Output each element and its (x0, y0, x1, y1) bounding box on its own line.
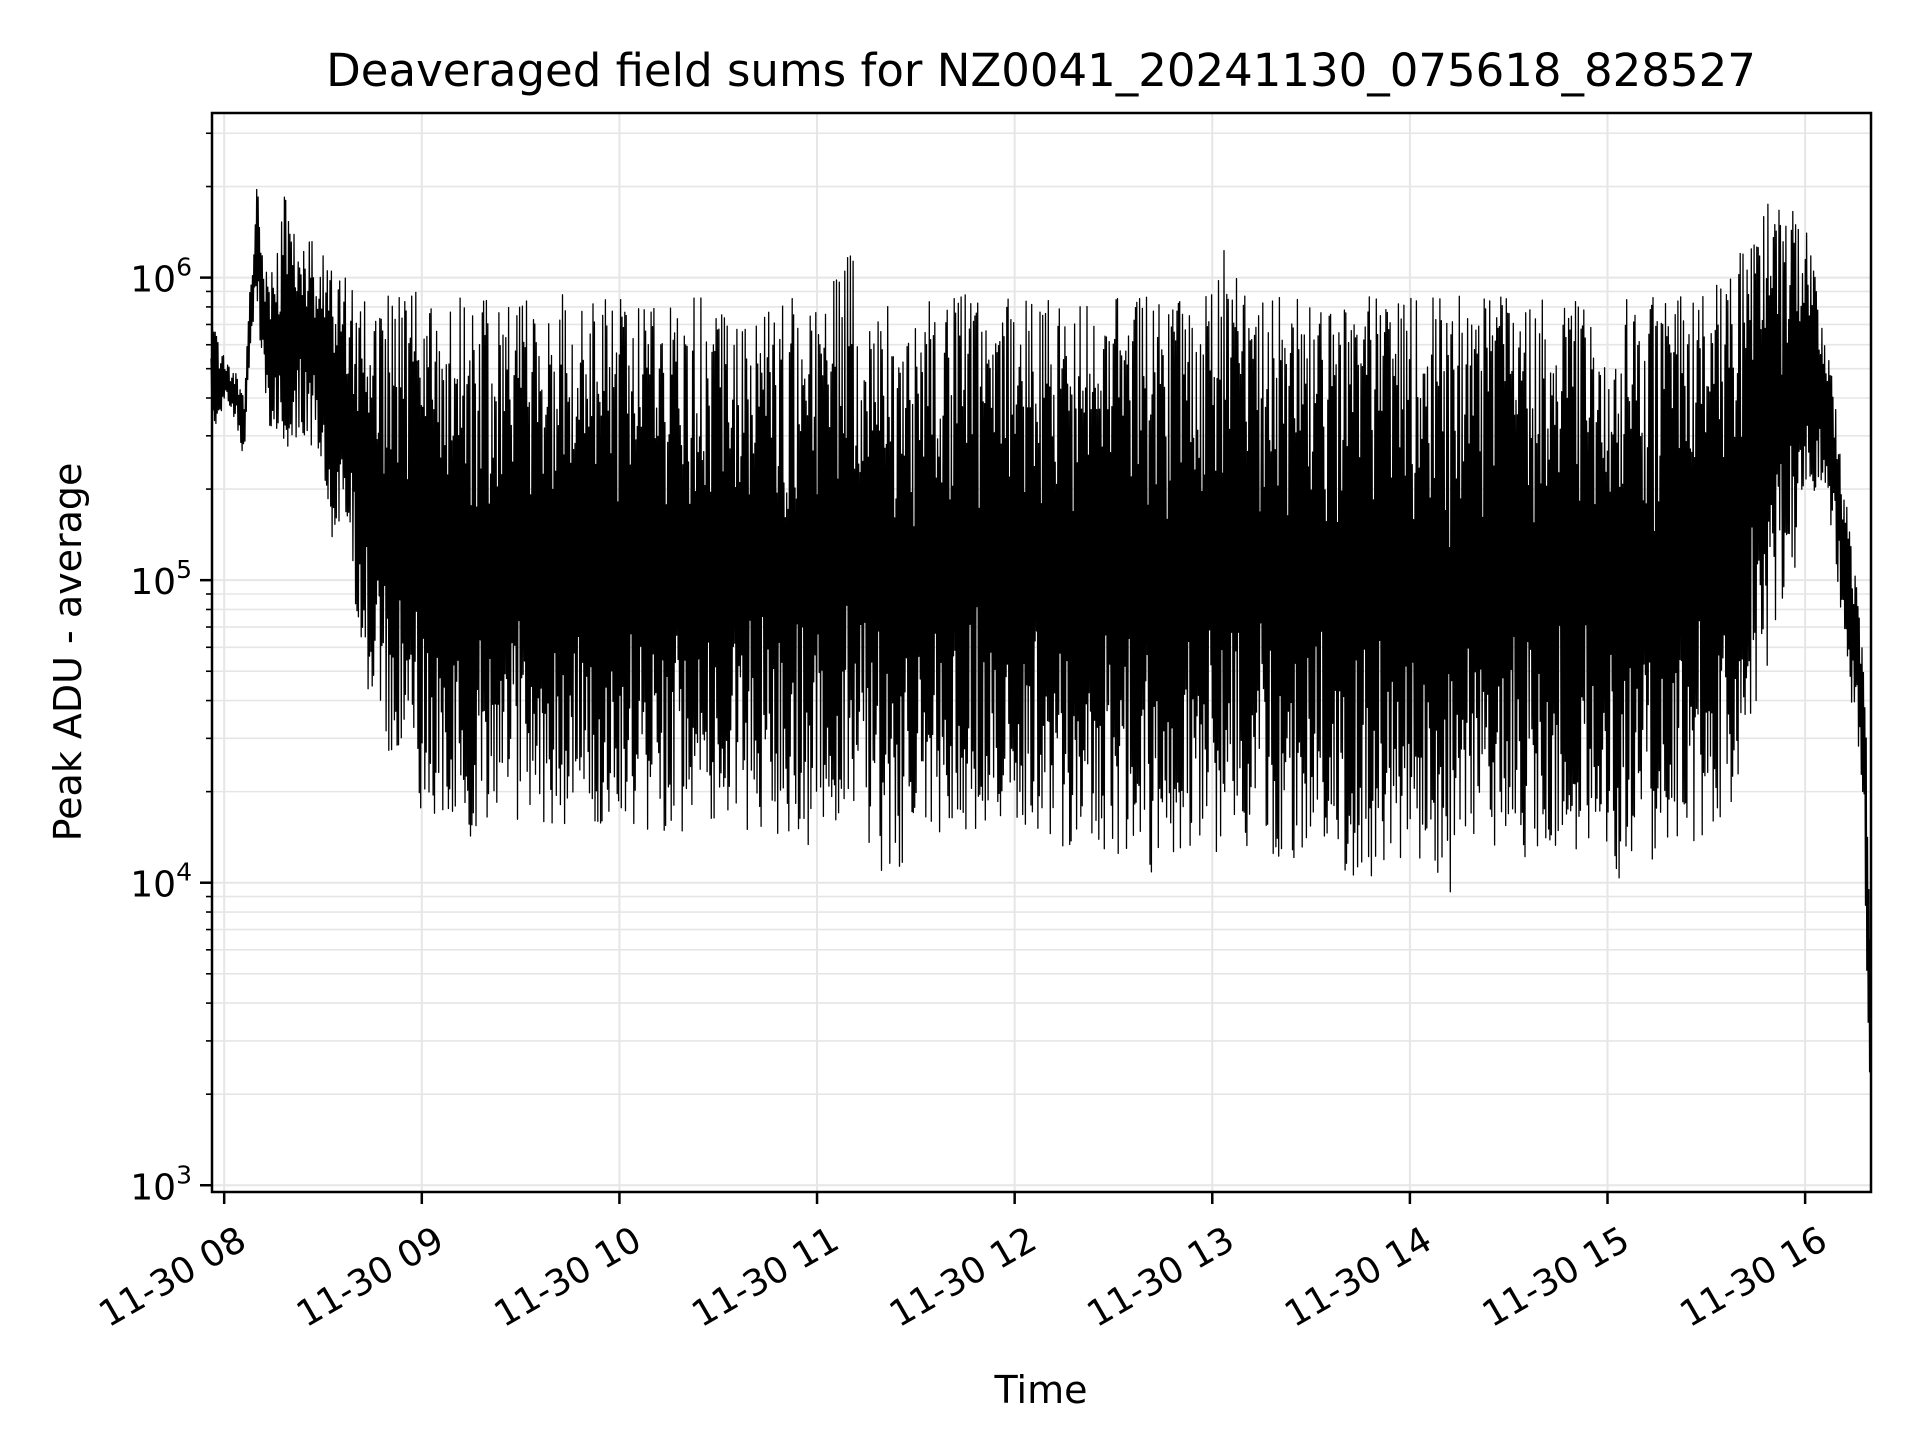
y-axis-label: Peak ADU - average (46, 463, 90, 842)
series-line (210, 188, 1872, 1142)
data-line (210, 188, 1872, 1142)
x-axis-label: Time (994, 1368, 1088, 1412)
plot-frame (210, 111, 1873, 1194)
chart-title: Deaveraged field sums for NZ0041_2024113… (326, 44, 1756, 97)
